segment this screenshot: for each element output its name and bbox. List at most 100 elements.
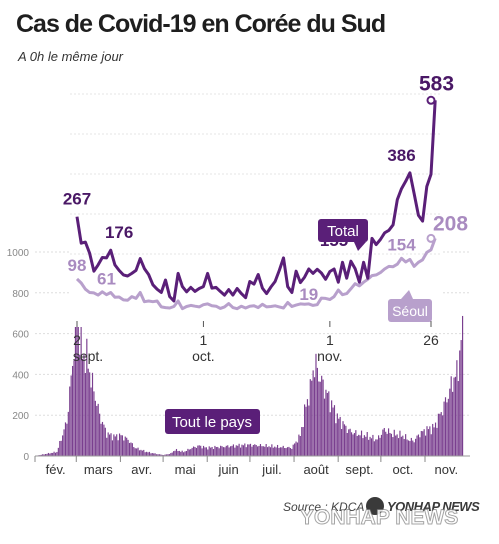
daily-bar	[99, 413, 101, 456]
daily-bar	[74, 302, 77, 456]
daily-bar	[375, 439, 377, 456]
daily-bar	[462, 315, 464, 456]
daily-bars	[35, 273, 464, 456]
daily-bar	[91, 372, 94, 456]
series-label-box	[388, 299, 432, 322]
daily-bar	[215, 447, 217, 456]
daily-bar	[244, 443, 246, 456]
daily-bar	[442, 415, 444, 456]
daily-bar	[120, 435, 122, 456]
daily-bar	[345, 425, 347, 456]
daily-bar	[301, 427, 303, 456]
daily-bar	[64, 422, 67, 456]
daily-bar	[390, 433, 393, 456]
daily-bar	[415, 438, 417, 456]
daily-bar	[426, 426, 428, 456]
daily-bar	[46, 453, 48, 456]
daily-bar	[191, 447, 193, 456]
daily-bar	[352, 434, 354, 456]
daily-bar	[430, 434, 432, 456]
daily-bar	[148, 451, 151, 456]
daily-bar	[204, 447, 206, 456]
daily-bar	[80, 321, 82, 456]
daily-bar	[368, 439, 370, 456]
daily-bar	[423, 429, 425, 456]
yonhap-logo: YONHAP NEWS	[366, 497, 480, 515]
daily-bar	[238, 443, 240, 456]
daily-bar	[278, 447, 280, 456]
daily-bar	[42, 454, 44, 456]
daily-bar	[358, 434, 360, 456]
daily-bar	[44, 454, 47, 456]
daily-bar	[208, 446, 210, 456]
daily-bar	[153, 453, 155, 456]
y-tick-label: 0	[23, 452, 29, 463]
daily-bar	[378, 435, 380, 456]
daily-bar	[296, 442, 299, 456]
daily-bar	[262, 446, 264, 456]
daily-bar	[336, 413, 338, 456]
daily-bar	[341, 429, 343, 456]
daily-bar	[318, 381, 320, 456]
y-tick-label: 600	[12, 330, 29, 341]
daily-bar	[323, 398, 326, 456]
daily-bar	[127, 439, 129, 456]
daily-bar	[212, 449, 215, 456]
daily-bar	[417, 434, 420, 456]
daily-bar	[177, 451, 179, 456]
daily-bar	[247, 444, 249, 456]
daily-bar	[158, 454, 160, 456]
daily-bar	[315, 353, 317, 456]
daily-bar	[225, 445, 227, 456]
daily-bar	[457, 381, 459, 456]
daily-bar	[227, 445, 229, 456]
daily-bar	[446, 402, 448, 456]
daily-bar	[110, 433, 112, 456]
daily-bar	[90, 387, 92, 456]
daily-bar	[261, 446, 263, 456]
daily-bar	[447, 398, 449, 456]
daily-bar	[459, 350, 461, 456]
daily-bar	[420, 430, 422, 456]
daily-bar	[274, 446, 276, 456]
daily-bar	[114, 436, 116, 456]
daily-bar	[356, 435, 358, 456]
daily-bar	[395, 435, 397, 456]
daily-bar	[249, 443, 252, 456]
daily-bar	[329, 412, 331, 456]
inset-x-tick-label: 1	[326, 332, 334, 348]
daily-bar	[343, 424, 346, 456]
total-value-label: 386	[387, 146, 415, 165]
seoul-value-label: 98	[68, 256, 87, 275]
series-label-box	[318, 219, 368, 242]
daily-bar	[338, 418, 340, 456]
series-label-box	[165, 409, 260, 434]
daily-bar	[363, 435, 365, 456]
daily-bar	[434, 422, 437, 456]
daily-bar	[349, 428, 351, 456]
daily-bar	[316, 367, 318, 456]
daily-bar	[218, 448, 220, 456]
daily-bar	[311, 380, 313, 456]
daily-bar	[53, 451, 55, 456]
daily-bar	[342, 421, 344, 456]
daily-bar	[59, 440, 61, 456]
total-value-label: 583	[419, 72, 454, 95]
daily-bar	[321, 375, 323, 456]
daily-bar	[292, 444, 294, 456]
daily-bar	[348, 429, 350, 456]
daily-bar	[436, 427, 438, 456]
series-label-seoul: Séoul	[388, 290, 432, 322]
daily-bar	[173, 451, 175, 456]
daily-bar	[181, 450, 183, 456]
daily-bar	[313, 377, 316, 456]
daily-bar	[389, 432, 391, 456]
daily-bar	[137, 447, 139, 456]
daily-bar	[335, 423, 337, 456]
daily-bar	[393, 429, 395, 456]
daily-bar	[121, 435, 123, 456]
daily-bar	[275, 447, 277, 456]
daily-bar	[252, 444, 254, 456]
daily-bar	[103, 424, 105, 456]
daily-bar	[289, 447, 291, 456]
